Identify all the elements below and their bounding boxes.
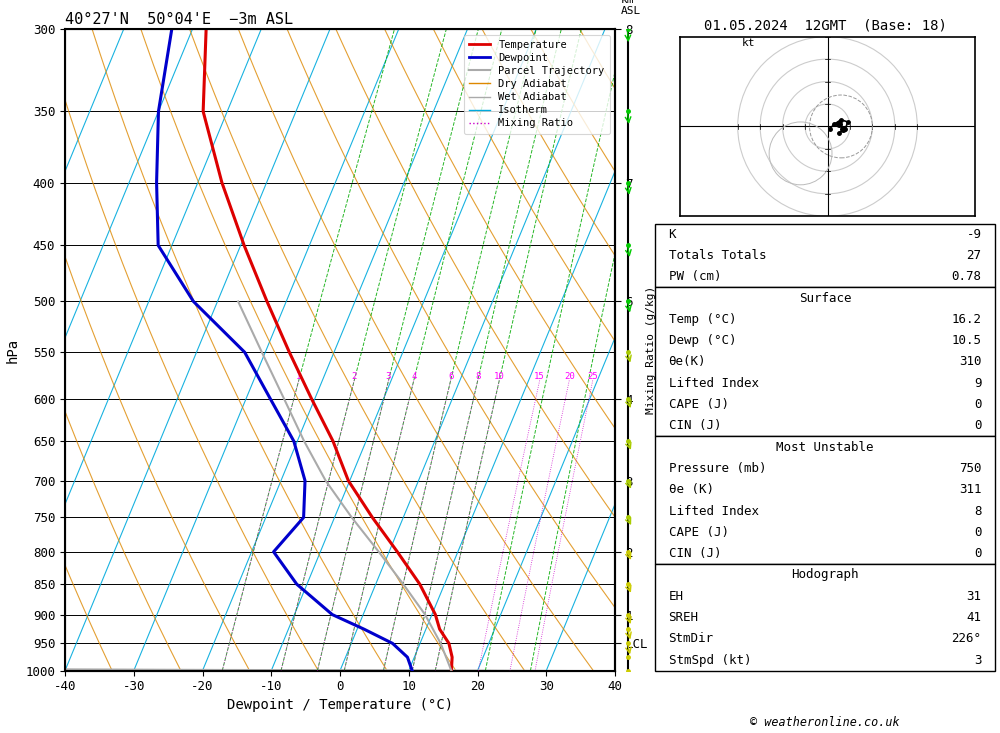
Text: 10.5: 10.5 <box>951 334 981 347</box>
Text: 0: 0 <box>974 419 981 432</box>
Text: © weatheronline.co.uk: © weatheronline.co.uk <box>750 716 900 729</box>
Text: 2: 2 <box>352 372 357 380</box>
Text: 25: 25 <box>587 372 598 380</box>
Text: 750: 750 <box>959 462 981 475</box>
Text: 6: 6 <box>448 372 453 380</box>
Text: CIN (J): CIN (J) <box>669 547 721 560</box>
Text: 4: 4 <box>411 372 416 380</box>
Text: 0: 0 <box>974 547 981 560</box>
Text: 01.05.2024  12GMT  (Base: 18): 01.05.2024 12GMT (Base: 18) <box>704 18 946 32</box>
Text: 15: 15 <box>534 372 545 380</box>
Text: 0.78: 0.78 <box>951 270 981 283</box>
FancyBboxPatch shape <box>655 224 995 287</box>
Text: 40°27'N  50°04'E  −3m ASL: 40°27'N 50°04'E −3m ASL <box>65 12 293 27</box>
Text: CIN (J): CIN (J) <box>669 419 721 432</box>
Text: Pressure (mb): Pressure (mb) <box>669 462 766 475</box>
Text: θе(K): θе(K) <box>669 356 706 369</box>
Text: StmDir: StmDir <box>669 633 714 645</box>
Text: 0: 0 <box>974 398 981 411</box>
Text: Lifted Index: Lifted Index <box>669 377 759 390</box>
Text: 310: 310 <box>959 356 981 369</box>
Text: 27: 27 <box>966 249 981 262</box>
Text: 10: 10 <box>494 372 505 380</box>
Text: 226°: 226° <box>951 633 981 645</box>
Legend: Temperature, Dewpoint, Parcel Trajectory, Dry Adiabat, Wet Adiabat, Isotherm, Mi: Temperature, Dewpoint, Parcel Trajectory… <box>464 34 610 133</box>
Text: SREH: SREH <box>669 611 699 624</box>
Text: -9: -9 <box>966 228 981 240</box>
Text: EH: EH <box>669 589 684 603</box>
Text: 20: 20 <box>564 372 575 380</box>
Text: Most Unstable: Most Unstable <box>776 441 874 454</box>
Text: 311: 311 <box>959 483 981 496</box>
FancyBboxPatch shape <box>655 436 995 564</box>
Text: Mixing Ratio (g/kg): Mixing Ratio (g/kg) <box>646 286 656 414</box>
Text: 9: 9 <box>974 377 981 390</box>
FancyBboxPatch shape <box>655 287 995 436</box>
Text: 3: 3 <box>974 654 981 666</box>
Text: CAPE (J): CAPE (J) <box>669 398 729 411</box>
Text: 41: 41 <box>966 611 981 624</box>
Text: 16.2: 16.2 <box>951 313 981 326</box>
Y-axis label: hPa: hPa <box>6 337 20 363</box>
Text: Lifted Index: Lifted Index <box>669 504 759 517</box>
Text: 31: 31 <box>966 589 981 603</box>
Text: km
ASL: km ASL <box>620 0 641 17</box>
Text: Surface: Surface <box>799 292 851 305</box>
Text: Dewp (°C): Dewp (°C) <box>669 334 736 347</box>
Text: Totals Totals: Totals Totals <box>669 249 766 262</box>
Text: K: K <box>669 228 676 240</box>
Text: 1: 1 <box>296 372 301 380</box>
Text: θе (K): θе (K) <box>669 483 714 496</box>
X-axis label: Dewpoint / Temperature (°C): Dewpoint / Temperature (°C) <box>227 698 453 712</box>
Text: 3: 3 <box>386 372 391 380</box>
Text: Temp (°C): Temp (°C) <box>669 313 736 326</box>
Text: kt: kt <box>742 37 756 48</box>
Text: PW (cm): PW (cm) <box>669 270 721 283</box>
Text: CAPE (J): CAPE (J) <box>669 526 729 539</box>
Text: 0: 0 <box>974 526 981 539</box>
Text: StmSpd (kt): StmSpd (kt) <box>669 654 751 666</box>
Text: Hodograph: Hodograph <box>791 568 859 581</box>
Text: 8: 8 <box>974 504 981 517</box>
FancyBboxPatch shape <box>655 564 995 671</box>
Text: 8: 8 <box>475 372 480 380</box>
